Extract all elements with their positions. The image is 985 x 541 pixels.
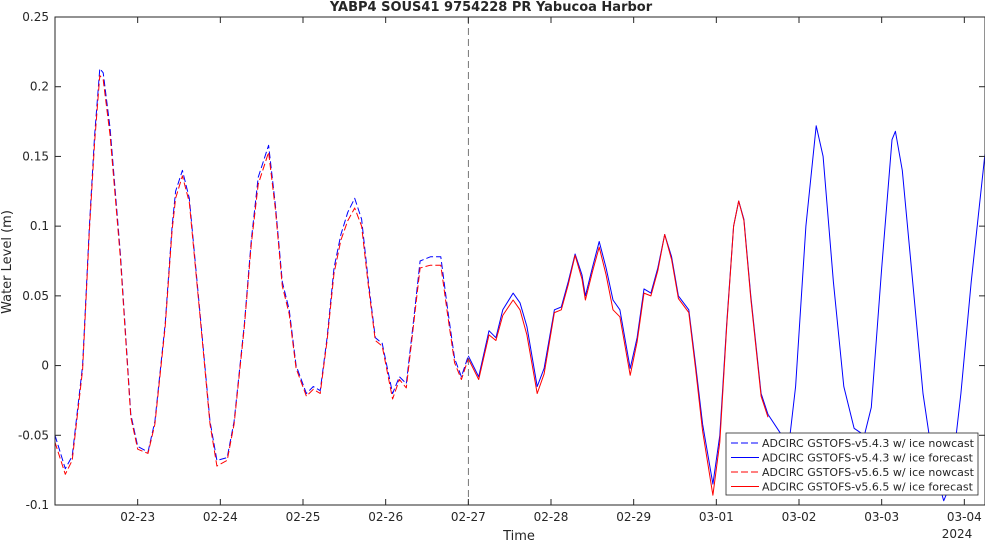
y-axis-label: Water Level (m) xyxy=(0,210,15,314)
x-tick-label: 02-29 xyxy=(616,510,651,524)
y-tick-label: -0.05 xyxy=(18,428,49,442)
y-tick-label: 0.05 xyxy=(22,289,49,303)
legend-label-4: ADCIRC GSTOFS-v5.6.5 w/ ice forecast xyxy=(762,481,974,494)
legend-label-1: ADCIRC GSTOFS-v5.4.3 w/ ice nowcast xyxy=(762,437,975,450)
x-tick-label: 02-25 xyxy=(286,510,321,524)
legend-label-2: ADCIRC GSTOFS-v5.4.3 w/ ice forecast xyxy=(762,452,974,465)
x-tick-label: 03-04 xyxy=(947,510,982,524)
x-tick-label: 02-26 xyxy=(368,510,403,524)
x-tick-label: 02-28 xyxy=(534,510,569,524)
y-tick-label: 0.2 xyxy=(30,80,49,94)
y-tick-label: -0.1 xyxy=(26,498,49,512)
year-label: 2024 xyxy=(942,527,973,541)
x-tick-label: 02-23 xyxy=(120,510,155,524)
series-line-4 xyxy=(467,200,769,496)
x-tick-label: 02-24 xyxy=(203,510,238,524)
x-tick-label: 03-03 xyxy=(864,510,899,524)
legend: ADCIRC GSTOFS-v5.4.3 w/ ice nowcast ADCIR… xyxy=(725,432,979,496)
series-layer xyxy=(54,68,985,502)
y-tick-label: 0.25 xyxy=(22,10,49,24)
y-tick-label: 0 xyxy=(41,359,49,373)
legend-box xyxy=(725,432,979,496)
axes-box xyxy=(54,16,985,506)
x-tick-label: 02-27 xyxy=(451,510,486,524)
plot-area xyxy=(55,17,985,505)
chart-title: YABP4 SOUS41 9754228 PR Yabucoa Harbor xyxy=(329,0,653,15)
legend-label-3: ADCIRC GSTOFS-v5.6.5 w/ ice nowcast xyxy=(762,466,975,479)
y-tick-label: 0.1 xyxy=(30,219,49,233)
x-tick-label: 03-01 xyxy=(699,510,734,524)
x-axis-label: Time xyxy=(502,529,535,541)
series-line-2 xyxy=(467,125,985,502)
y-tick-label: 0.15 xyxy=(22,149,49,163)
x-tick-label: 03-02 xyxy=(782,510,817,524)
series-line-3 xyxy=(54,75,469,475)
axes: -0.1 -0.05 0 0.05 0.1 0.15 0.2 0.25 02-23 02-24 02… xyxy=(18,10,985,524)
